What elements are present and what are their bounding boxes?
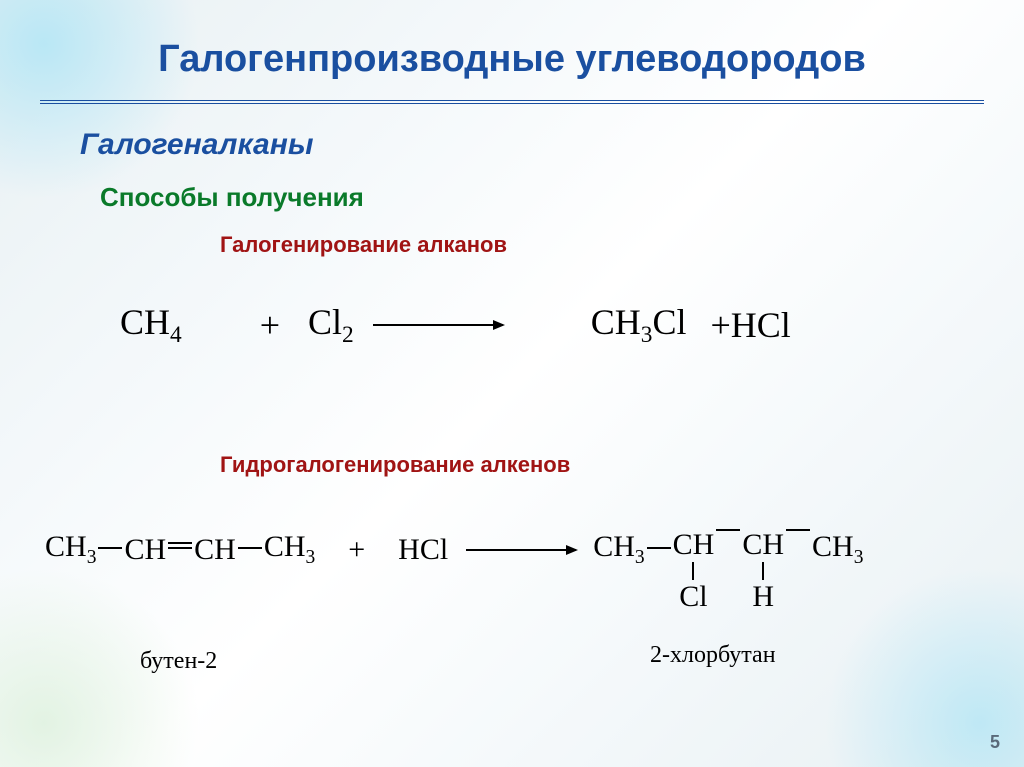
slide: Галогенпроизводные углеводородов Галоген…: [0, 0, 1024, 767]
vertical-bond-icon: [762, 562, 764, 580]
eq1-cl2: Cl2: [308, 301, 354, 349]
eq2-l1: CH3: [45, 530, 96, 569]
eq2-r3-top: CH: [742, 530, 784, 560]
method-halogenation: Галогенирование алканов: [220, 232, 507, 258]
eq2-l2: CH: [124, 533, 166, 567]
eq2-r2-stack: CH Cl: [673, 530, 715, 612]
eq2-r1-base: CH: [593, 530, 635, 563]
eq2-hcl: HCl: [398, 533, 448, 567]
heading-methods: Способы получения: [100, 182, 364, 213]
eq2-arrow: [466, 549, 576, 551]
eq2-r4-sub: 3: [854, 547, 864, 568]
equation-2: CH3CHCHCH3 + HCl CH3CHClCHHCH3: [45, 530, 979, 612]
eq2-r3-bot: H: [742, 582, 784, 612]
eq1-arrow: [373, 324, 503, 326]
page-number: 5: [990, 732, 1000, 753]
eq2-r4-base: CH: [812, 530, 854, 563]
eq2-r4: CH3: [812, 530, 863, 569]
subtitle-haloalkanes: Галогеналканы: [80, 128, 313, 162]
eq1-ch4: CH4: [120, 301, 182, 349]
eq1-plus2: +: [710, 304, 730, 346]
eq2-l1-base: CH: [45, 530, 87, 563]
eq2-l4-base: CH: [264, 530, 306, 563]
bond-icon: [716, 529, 740, 531]
caption-chlorobutane: 2-хлорбутан: [650, 642, 776, 669]
eq1-ch4-sub: 4: [170, 322, 182, 348]
equation-1: CH4 + Cl2 CH3Cl +HCl: [120, 300, 964, 349]
eq2-r2-bot: Cl: [673, 582, 715, 612]
bond-icon: [98, 547, 122, 549]
double-bond-icon: [168, 542, 192, 549]
eq2-plus1: +: [348, 533, 365, 567]
eq2-l1-sub: 3: [87, 547, 97, 568]
vertical-bond-icon: [692, 562, 694, 580]
eq2-l4: CH3: [264, 530, 315, 569]
eq1-hcl: HCl: [731, 304, 791, 346]
eq1-ch3-base: CH: [591, 302, 641, 342]
bond-icon: [647, 547, 671, 549]
eq1-ch3cl: CH3Cl: [591, 301, 687, 349]
eq2-r1-sub: 3: [635, 547, 645, 568]
eq1-ch4-base: CH: [120, 302, 170, 342]
eq1-plus1: +: [260, 304, 280, 346]
bond-icon: [786, 529, 810, 531]
slide-title: Галогенпроизводные углеводородов: [0, 38, 1024, 81]
eq2-l4-sub: 3: [306, 547, 316, 568]
caption-butene: бутен-2: [140, 648, 217, 675]
eq2-l3: CH: [194, 533, 236, 567]
eq2-r1: CH3: [593, 530, 644, 569]
bond-icon: [238, 547, 262, 549]
eq1-cl2-base: Cl: [308, 302, 342, 342]
eq1-ch3-tail: Cl: [652, 302, 686, 342]
eq1-cl2-sub: 2: [342, 322, 354, 348]
eq1-ch3-sub: 3: [641, 322, 653, 348]
eq2-r3-stack: CH H: [742, 530, 784, 612]
title-underline: [40, 100, 984, 104]
eq2-r2-top: CH: [673, 530, 715, 560]
method-hydrohalogenation: Гидрогалогенирование алкенов: [220, 452, 570, 478]
